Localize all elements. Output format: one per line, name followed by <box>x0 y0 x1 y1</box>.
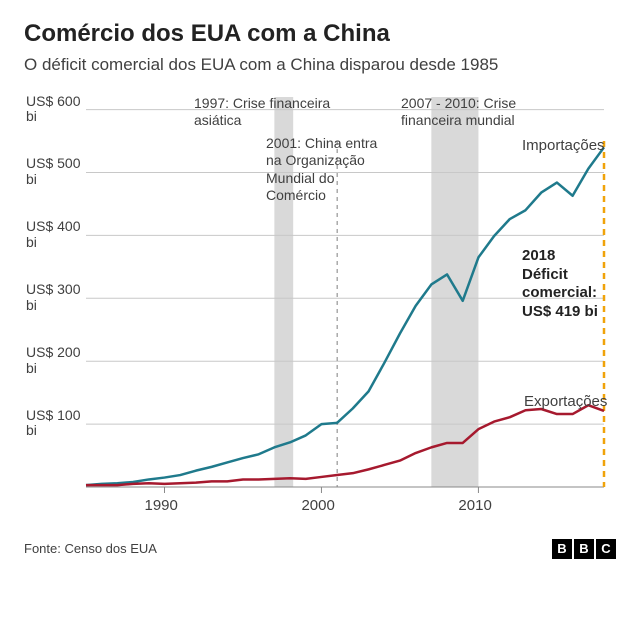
y-axis-label: US$ 200 bi <box>26 345 82 376</box>
bbc-logo-b1: B <box>552 539 572 559</box>
annotation-wto: 2001: China entra na Organização Mundial… <box>266 135 396 205</box>
event-band <box>431 97 478 487</box>
y-axis-label: US$ 400 bi <box>26 219 82 250</box>
deficit-callout: 2018Déficit comercial:US$ 419 bi <box>522 247 622 322</box>
chart-title: Comércio dos EUA com a China <box>24 20 616 48</box>
source-text: Fonte: Censo dos EUA <box>24 541 157 556</box>
y-axis-label: US$ 600 bi <box>26 94 82 125</box>
chart-subtitle: O déficit comercial dos EUA com a China … <box>24 54 616 77</box>
x-axis-label: 1990 <box>144 497 177 514</box>
bbc-logo-c: C <box>596 539 616 559</box>
annotation-asia-crisis: 1997: Crise financeira asiática <box>194 95 364 130</box>
y-axis-label: US$ 100 bi <box>26 408 82 439</box>
bbc-logo-b2: B <box>574 539 594 559</box>
y-axis-label: US$ 300 bi <box>26 282 82 313</box>
y-axis-label: US$ 500 bi <box>26 156 82 187</box>
x-axis-label: 2010 <box>458 497 491 514</box>
bbc-logo: B B C <box>552 539 616 559</box>
chart-area: US$ 100 bi US$ 200 bi US$ 300 bi US$ 400 bi… <box>24 87 616 527</box>
series-label-exports: Exportações <box>524 393 607 410</box>
x-axis-label: 2000 <box>301 497 334 514</box>
annotation-global-crisis: 2007 - 2010: Crise financeira mundial <box>401 95 571 130</box>
series-label-imports: Importações <box>522 137 605 154</box>
